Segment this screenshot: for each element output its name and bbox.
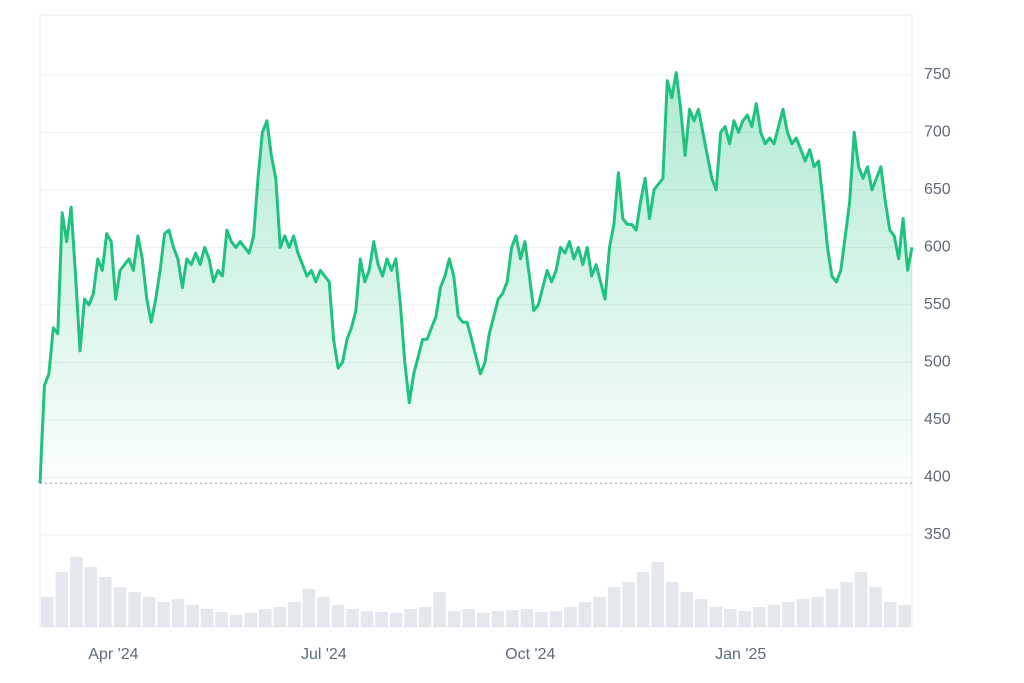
y-tick-label: 500 bbox=[924, 354, 951, 371]
volume-bar bbox=[273, 607, 287, 627]
volume-bar bbox=[331, 605, 345, 627]
volume-bar bbox=[41, 597, 54, 627]
area bbox=[40, 72, 912, 484]
volume-bar bbox=[70, 557, 83, 627]
volume-bar bbox=[433, 592, 446, 627]
volume-bar bbox=[636, 572, 650, 627]
volume-bar bbox=[651, 562, 664, 627]
y-tick-label: 600 bbox=[924, 239, 951, 256]
volume-bar bbox=[157, 602, 170, 627]
volume-bar bbox=[55, 572, 69, 627]
volume-bar bbox=[753, 607, 766, 627]
volume-bar bbox=[549, 611, 563, 627]
volume-bar bbox=[767, 605, 781, 627]
x-tick-label: Apr '24 bbox=[88, 646, 138, 663]
volume-bar bbox=[796, 599, 810, 627]
volume-bar bbox=[724, 609, 737, 627]
x-tick-label: Jan '25 bbox=[715, 646, 766, 663]
volume-bar bbox=[709, 607, 723, 627]
volume-bar bbox=[259, 609, 272, 627]
volume-bar bbox=[142, 597, 156, 627]
volume-bar bbox=[811, 597, 824, 627]
volume-bar bbox=[418, 607, 432, 627]
volume-bar bbox=[564, 607, 577, 627]
volume-bar bbox=[825, 589, 839, 627]
volume-bar bbox=[229, 615, 243, 627]
y-tick-label: 450 bbox=[924, 411, 951, 428]
volume-bar bbox=[491, 611, 505, 627]
y-tick-label: 400 bbox=[924, 469, 951, 486]
volume-bar bbox=[99, 577, 112, 627]
volume-bar bbox=[389, 613, 403, 627]
volume-bar bbox=[854, 572, 868, 627]
volume-bar bbox=[346, 609, 359, 627]
volume-bar bbox=[607, 587, 621, 627]
volume-bar bbox=[622, 582, 635, 627]
y-tick-label: 350 bbox=[924, 526, 951, 543]
volume-bar bbox=[695, 599, 708, 627]
volume-bar bbox=[578, 602, 592, 627]
y-tick-label: 550 bbox=[924, 296, 951, 313]
volume-bar bbox=[593, 597, 606, 627]
volume-bar bbox=[680, 592, 693, 627]
volume-bar bbox=[404, 609, 417, 627]
x-tick-label: Oct '24 bbox=[505, 646, 555, 663]
volume-bar bbox=[375, 612, 388, 627]
volume-bar bbox=[360, 611, 374, 627]
volume-bar bbox=[782, 602, 795, 627]
volume-bar bbox=[477, 613, 490, 627]
volume-bar bbox=[288, 602, 301, 627]
volume-bar bbox=[665, 582, 679, 627]
volume-bar bbox=[883, 602, 897, 627]
y-tick-label: 700 bbox=[924, 124, 951, 141]
volume-bar bbox=[317, 597, 330, 627]
volume-bar bbox=[462, 609, 475, 627]
y-tick-label: 750 bbox=[924, 66, 951, 83]
volume-bar bbox=[520, 609, 534, 627]
volume-bar bbox=[200, 609, 214, 627]
volume-bar bbox=[898, 605, 911, 627]
volume-bar bbox=[447, 611, 461, 627]
volume-bar bbox=[128, 592, 141, 627]
volume-bar bbox=[506, 610, 519, 627]
volume-bar bbox=[244, 613, 257, 627]
volume-bar bbox=[840, 582, 853, 627]
volume-bar bbox=[186, 605, 199, 627]
volume-bar bbox=[302, 589, 316, 627]
x-tick-label: Jul '24 bbox=[301, 646, 347, 663]
volume-bar bbox=[869, 587, 882, 627]
price-line bbox=[38, 71, 914, 484]
y-tick-label: 650 bbox=[924, 181, 951, 198]
volume-bar bbox=[738, 611, 752, 627]
volume-bar bbox=[215, 612, 228, 627]
volume-bar bbox=[171, 599, 185, 627]
volume-bar bbox=[113, 587, 127, 627]
volume-bar bbox=[84, 567, 98, 627]
volume-bar bbox=[535, 612, 548, 627]
